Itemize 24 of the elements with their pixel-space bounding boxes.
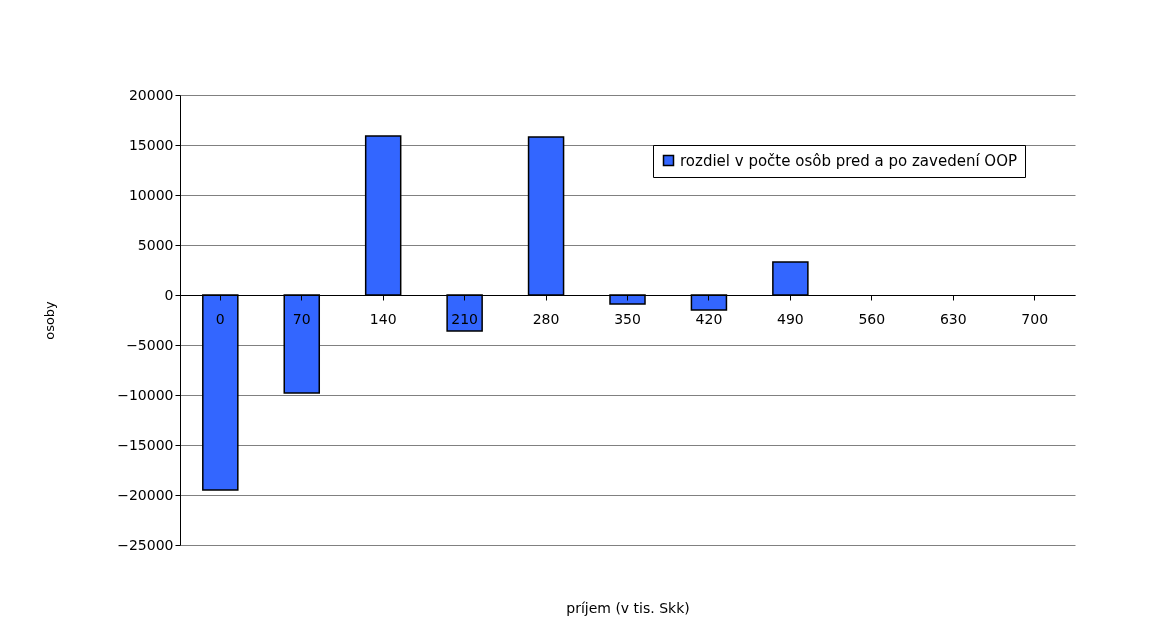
y-tick-label: −25000 <box>117 536 174 553</box>
y-tick-label: −20000 <box>117 486 174 503</box>
legend-label: rozdiel v počte osôb pred a po zavedení OOP <box>680 151 1017 170</box>
x-axis-title: príjem (v tis. Skk) <box>566 599 690 616</box>
x-tick-label: 350 <box>614 310 641 327</box>
y-tick-label: −15000 <box>117 436 174 453</box>
y-tick-label: 10000 <box>128 186 174 203</box>
x-tick-label: 70 <box>292 310 311 327</box>
y-tick-label: 5000 <box>137 236 174 253</box>
y-axis-title: osoby <box>42 300 58 340</box>
x-tick-label: 210 <box>451 310 478 327</box>
x-tick-label: 280 <box>532 310 560 327</box>
x-tick-label: 490 <box>777 310 804 327</box>
y-tick-label: 0 <box>164 286 174 303</box>
x-tick-label: 560 <box>858 310 886 327</box>
y-tick-label: −10000 <box>117 386 174 403</box>
x-tick-label: 630 <box>939 310 967 327</box>
y-tick-label: −5000 <box>126 336 174 353</box>
x-tick-label: 0 <box>215 310 225 327</box>
x-tick-label: 140 <box>369 310 397 327</box>
y-tick-label: 15000 <box>128 136 174 153</box>
y-tick-label: 20000 <box>128 86 174 103</box>
x-tick-label: 700 <box>1021 310 1049 327</box>
x-tick-label: 420 <box>695 310 723 327</box>
